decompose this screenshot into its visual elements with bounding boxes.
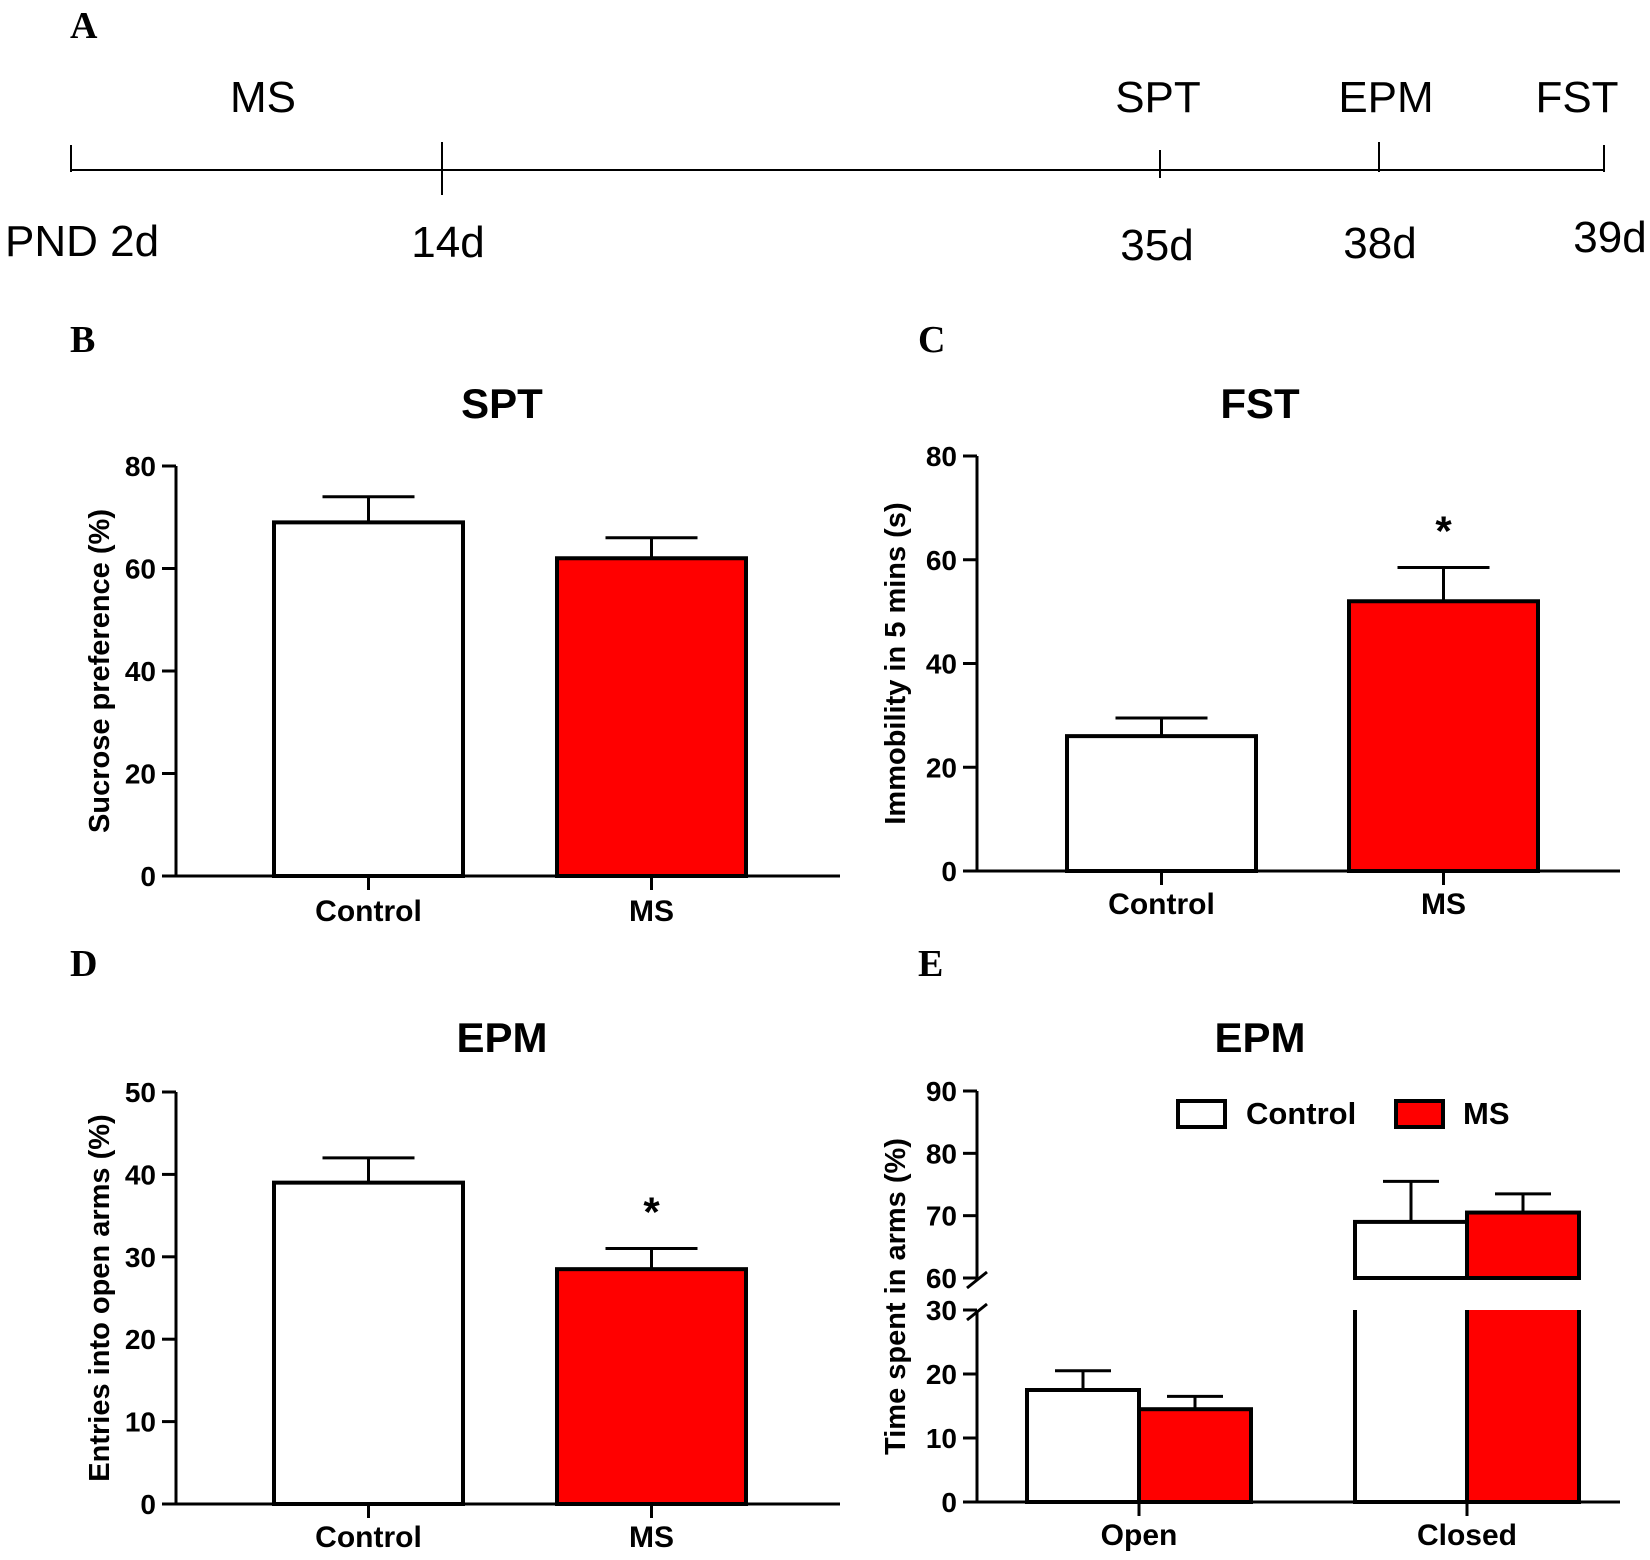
panel-label-a: A (70, 5, 98, 47)
y-tick-label: 40 (125, 656, 156, 687)
y-tick-label: 20 (125, 1324, 156, 1355)
x-tick-label: Control (315, 1521, 422, 1554)
y-tick-label: 60 (926, 545, 957, 576)
bar-control (1065, 734, 1258, 873)
timeline-panel: A MS SPT EPM FST PND 2d 14d 35d 38d 39d (5, 5, 1647, 270)
bar-open-ms (1137, 1407, 1253, 1504)
x-tick-label: Control (1108, 888, 1215, 921)
bar-closed-control-lower (1355, 1310, 1467, 1502)
timeline-event-fst: FST (1535, 73, 1618, 122)
significance-marker: * (643, 1189, 660, 1236)
panel-label-d: D (70, 943, 97, 985)
bar-closed-ms-lower (1467, 1310, 1579, 1502)
y-tick-label: 40 (926, 649, 957, 680)
chart-panel-c: C FST 0 20 40 60 80 Immobility in 5 mins (s) C… (880, 319, 1620, 921)
y-tick-label: 0 (941, 856, 957, 887)
axis-break-mark (966, 1302, 988, 1322)
bar-open-control (1025, 1388, 1141, 1504)
y-tick-label: 30 (926, 1295, 957, 1326)
significance-marker: * (1435, 508, 1452, 555)
timeline-day-35d: 35d (1120, 221, 1193, 270)
y-tick-label: 80 (125, 451, 156, 482)
y-tick-label: 80 (926, 441, 957, 472)
bar-outline-lower (1465, 1310, 1581, 1504)
bar-closed-ms-upper (1465, 1210, 1581, 1281)
y-tick-label: 60 (926, 1263, 957, 1294)
y-tick-label: 0 (140, 861, 156, 892)
timeline-event-ms: MS (230, 73, 296, 122)
chart-panel-b: B SPT 0 20 40 60 80 Sucrose preference (%) Con… (70, 319, 840, 928)
chart-title: EPM (1214, 1014, 1305, 1061)
y-axis-label: Time spent in arms (%) (880, 1138, 912, 1455)
y-tick-label: 0 (941, 1487, 957, 1518)
x-tick-label: MS (629, 1521, 674, 1554)
y-tick-label: 70 (926, 1201, 957, 1232)
legend-swatch-control (1176, 1099, 1227, 1129)
y-tick-label: 10 (125, 1407, 156, 1438)
timeline-day-pnd2: PND 2d (5, 217, 159, 266)
timeline-day-39d: 39d (1573, 213, 1646, 262)
bar-closed-control-upper (1353, 1219, 1469, 1281)
chart-title: SPT (461, 380, 543, 427)
y-tick-label: 40 (125, 1159, 156, 1190)
y-axis-label: Immobility in 5 mins (s) (880, 502, 912, 824)
panel-label-e: E (918, 943, 943, 985)
timeline-day-14d: 14d (411, 218, 484, 267)
y-tick-label: 30 (125, 1242, 156, 1273)
panel-label-b: B (70, 319, 95, 361)
legend-swatch-ms (1394, 1099, 1445, 1129)
y-tick-label: 80 (926, 1138, 957, 1169)
y-axis-label: Sucrose preference (%) (84, 509, 116, 833)
y-tick-label: 20 (125, 759, 156, 790)
legend: Control MS (1176, 1096, 1510, 1131)
timeline-day-38d: 38d (1343, 219, 1416, 268)
chart-title: EPM (456, 1014, 547, 1061)
legend-label-control: Control (1246, 1096, 1356, 1131)
y-tick-label: 20 (926, 752, 957, 783)
bar-ms (1347, 599, 1540, 873)
bar-ms (555, 556, 748, 878)
y-tick-label: 50 (125, 1077, 156, 1108)
x-tick-label: MS (629, 895, 674, 928)
y-tick-label: 0 (140, 1489, 156, 1520)
chart-panel-d: D EPM 0 10 20 30 40 50 Entries into open arms … (70, 943, 840, 1554)
timeline-event-epm: EPM (1338, 73, 1433, 122)
bar-ms (555, 1267, 748, 1507)
bar-control (272, 1180, 465, 1506)
panel-label-c: C (918, 319, 945, 361)
y-tick-label: 60 (125, 554, 156, 585)
x-tick-label: Open (1101, 1519, 1178, 1552)
x-tick-label: Control (315, 895, 422, 928)
y-tick-label: 90 (926, 1076, 957, 1107)
x-tick-label: MS (1421, 888, 1466, 921)
chart-title: FST (1220, 380, 1300, 427)
y-axis-label: Entries into open arms (%) (84, 1114, 116, 1481)
y-tick-label: 10 (926, 1423, 957, 1454)
legend-label-ms: MS (1463, 1096, 1510, 1131)
y-tick-label: 20 (926, 1359, 957, 1390)
timeline-event-spt: SPT (1115, 73, 1201, 122)
x-tick-label: Closed (1417, 1519, 1517, 1552)
axis-break-mark (966, 1270, 988, 1290)
bar-control (272, 520, 465, 878)
